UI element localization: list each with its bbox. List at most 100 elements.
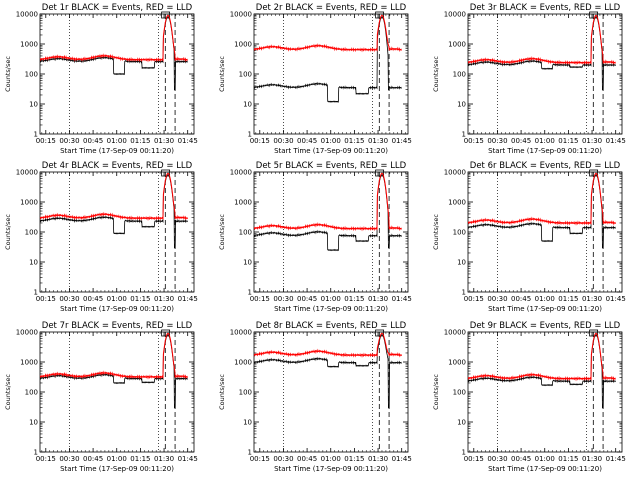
x-axis-title: Start Time (17-Sep-09 00:11:20) xyxy=(488,305,602,313)
y-tick-label: 100 xyxy=(453,229,466,237)
panel-title: Det 6r BLACK = Events, RED = LLD xyxy=(470,161,621,171)
y-tick-label: 1000 xyxy=(448,199,466,207)
y-tick-label: 10000 xyxy=(444,169,466,177)
events-series-line xyxy=(467,174,616,249)
y-tick-label: 10 xyxy=(457,419,466,427)
y-tick-label: 100 xyxy=(25,229,38,237)
y-tick-label: 1 xyxy=(248,289,252,297)
y-tick-label: 10000 xyxy=(16,329,38,337)
events-series-line xyxy=(253,174,402,252)
events-series-line xyxy=(39,16,188,91)
y-tick-label: 10000 xyxy=(444,329,466,337)
flare-marker-box xyxy=(161,11,171,19)
y-tick-label: 100 xyxy=(25,71,38,79)
x-tick-label: 00:15 xyxy=(36,295,56,303)
y-tick-label: 1 xyxy=(462,289,466,297)
lld-series-line xyxy=(467,14,616,66)
y-tick-label: 1000 xyxy=(448,359,466,367)
x-axis-title: Start Time (17-Sep-09 00:11:20) xyxy=(274,305,388,313)
detector-panel: Det 8r BLACK = Events, RED = LLD 1 10 100 10… xyxy=(218,321,412,473)
events-series-line xyxy=(467,334,616,409)
detector-panel: Det 9r BLACK = Events, RED = LLD 1 10 100 10… xyxy=(432,321,626,473)
x-tick-label: 01:45 xyxy=(178,137,198,145)
y-tick-label: 10 xyxy=(457,101,466,109)
x-tick-label: 01:15 xyxy=(558,295,578,303)
y-tick-label: 10 xyxy=(243,259,252,267)
lld-series-line xyxy=(39,172,188,221)
y-tick-label: 1 xyxy=(462,131,466,139)
y-tick-label: 100 xyxy=(239,71,252,79)
x-tick-label: 01:45 xyxy=(178,455,198,463)
x-tick-label: 01:15 xyxy=(130,295,150,303)
panel-title: Det 3r BLACK = Events, RED = LLD xyxy=(470,3,621,13)
lld-series-line xyxy=(253,332,402,358)
y-tick-label: 1000 xyxy=(234,359,252,367)
x-tick-label: 00:30 xyxy=(273,455,293,463)
x-tick-label: 01:45 xyxy=(178,295,198,303)
detector-panel: Det 2r BLACK = Events, RED = LLD 1 10 100 10… xyxy=(218,3,412,155)
y-tick-label: 10 xyxy=(29,101,38,109)
x-tick-label: 01:30 xyxy=(582,455,602,463)
lld-series-line xyxy=(467,172,616,226)
x-axis-title: Start Time (17-Sep-09 00:11:20) xyxy=(60,147,174,155)
detector-panel: Det 5r BLACK = Events, RED = LLD 1 10 100 10… xyxy=(218,161,412,313)
y-tick-label: 10 xyxy=(29,419,38,427)
x-tick-label: 00:30 xyxy=(487,455,507,463)
x-axis-title: Start Time (17-Sep-09 00:11:20) xyxy=(274,147,388,155)
y-tick-label: 1 xyxy=(248,449,252,457)
events-series-line xyxy=(253,334,402,409)
y-axis-title: Counts/sec xyxy=(4,374,12,410)
lld-series-line xyxy=(253,172,402,232)
y-tick-label: 10000 xyxy=(230,11,252,19)
flare-marker-box xyxy=(375,169,385,177)
flare-marker-box xyxy=(375,329,385,337)
y-tick-label: 10000 xyxy=(16,11,38,19)
x-tick-label: 01:00 xyxy=(107,137,127,145)
y-axis-title: Counts/sec xyxy=(432,214,440,250)
x-tick-label: 00:15 xyxy=(464,137,484,145)
y-tick-label: 1000 xyxy=(20,359,38,367)
x-tick-label: 01:15 xyxy=(130,137,150,145)
x-tick-label: 01:30 xyxy=(582,137,602,145)
panel-title: Det 5r BLACK = Events, RED = LLD xyxy=(256,161,407,171)
plot-frame xyxy=(253,331,409,453)
x-tick-label: 01:15 xyxy=(344,455,364,463)
x-tick-label: 01:00 xyxy=(535,455,555,463)
x-tick-label: 00:45 xyxy=(83,137,103,145)
y-tick-label: 10000 xyxy=(16,169,38,177)
flare-marker-box xyxy=(589,169,599,177)
y-tick-label: 1 xyxy=(34,131,38,139)
y-tick-label: 1000 xyxy=(448,41,466,49)
y-tick-label: 1000 xyxy=(234,41,252,49)
events-series-line xyxy=(39,174,188,249)
y-tick-label: 100 xyxy=(239,389,252,397)
y-tick-label: 10000 xyxy=(230,169,252,177)
y-axis-title: Counts/sec xyxy=(4,56,12,92)
x-tick-label: 00:30 xyxy=(487,137,507,145)
y-tick-label: 100 xyxy=(25,389,38,397)
panel-title: Det 4r BLACK = Events, RED = LLD xyxy=(42,161,193,171)
x-tick-label: 01:00 xyxy=(321,137,341,145)
x-tick-label: 01:00 xyxy=(107,295,127,303)
x-tick-label: 01:15 xyxy=(344,295,364,303)
y-tick-label: 1000 xyxy=(20,199,38,207)
x-tick-label: 01:30 xyxy=(582,295,602,303)
x-tick-label: 00:15 xyxy=(250,137,270,145)
x-tick-label: 01:30 xyxy=(368,137,388,145)
x-tick-label: 00:15 xyxy=(250,295,270,303)
events-series-line xyxy=(467,16,616,91)
x-tick-label: 00:45 xyxy=(511,295,531,303)
x-tick-label: 00:45 xyxy=(83,295,103,303)
y-tick-label: 10 xyxy=(243,101,252,109)
y-tick-label: 100 xyxy=(239,229,252,237)
detector-panel: Det 1r BLACK = Events, RED = LLD 1 10 100 10… xyxy=(4,3,198,155)
x-tick-label: 01:00 xyxy=(535,295,555,303)
y-tick-label: 10000 xyxy=(444,11,466,19)
y-tick-label: 10000 xyxy=(230,329,252,337)
y-tick-label: 100 xyxy=(453,71,466,79)
y-axis-title: Counts/sec xyxy=(4,214,12,250)
plot-frame xyxy=(467,331,623,453)
x-axis-title: Start Time (17-Sep-09 00:11:20) xyxy=(60,465,174,473)
y-axis-title: Counts/sec xyxy=(218,56,226,92)
